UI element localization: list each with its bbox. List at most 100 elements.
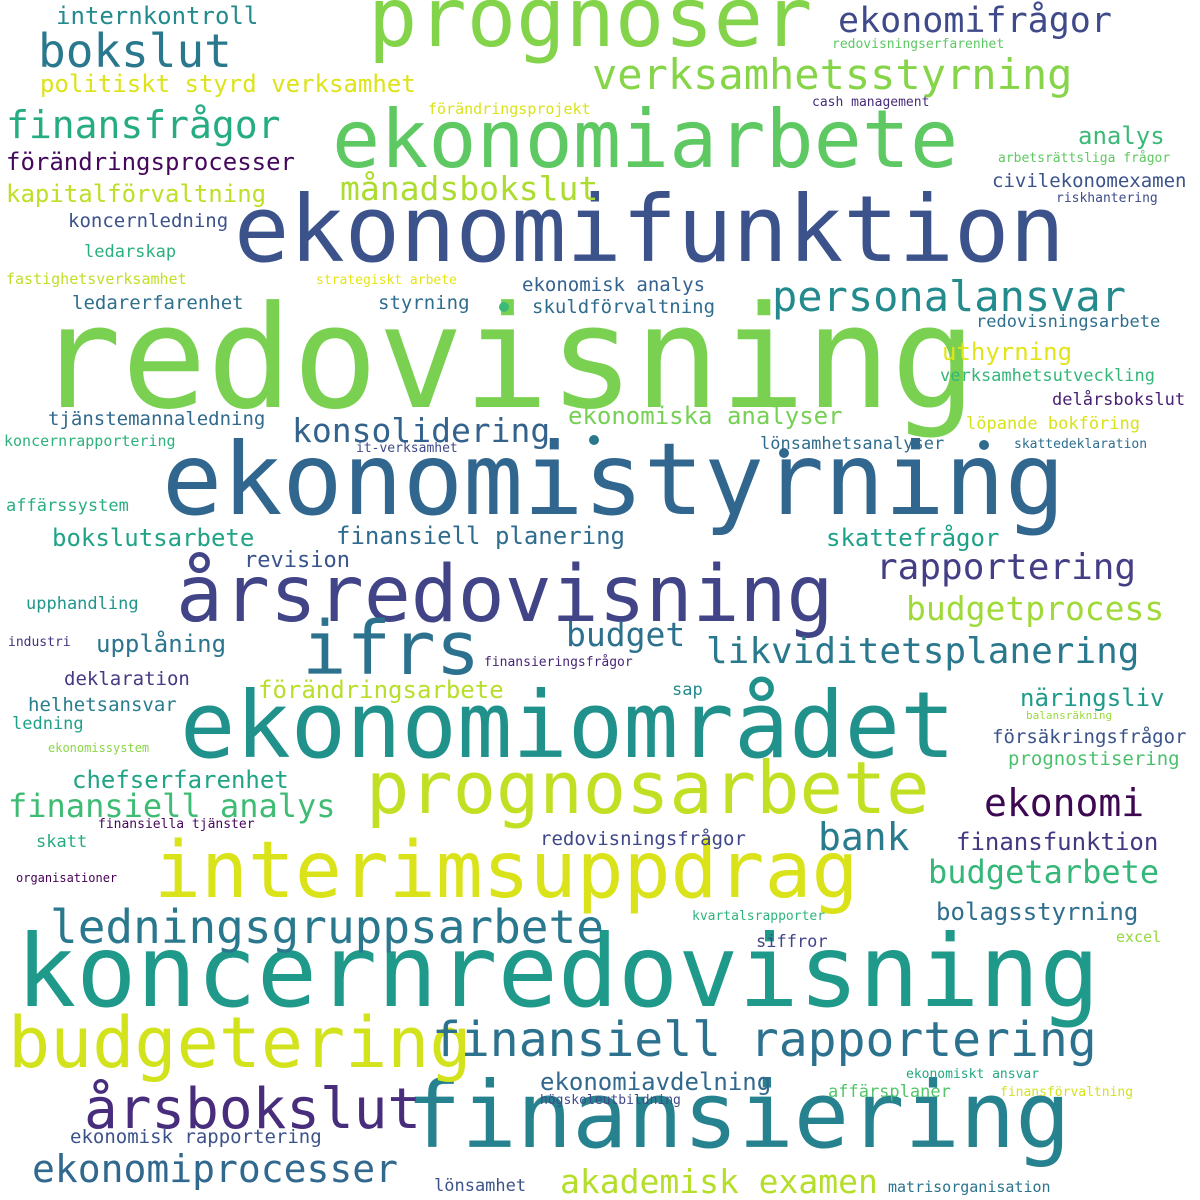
word-styrning: styrning [378, 292, 470, 314]
word-deklaration: deklaration [64, 668, 190, 690]
dot-marker [779, 448, 789, 458]
dot-marker [589, 435, 599, 445]
word-redovisningsarbete: redovisningsarbete [976, 312, 1161, 332]
word-uthyrning: uthyrning [942, 338, 1073, 366]
word-likviditetsplanering: likviditetsplanering [706, 631, 1140, 672]
word-internkontroll: internkontroll [56, 2, 259, 30]
word-analys: analys [1078, 122, 1165, 150]
word-upplaning: upplåning [96, 630, 227, 658]
word-budgetering: budgetering [8, 1002, 472, 1084]
word-budget: budget [566, 615, 686, 654]
word-ledningsgruppsarbete: ledningsgruppsarbete [50, 900, 604, 954]
word-finansiell-analys: finansiell analys [8, 787, 336, 825]
word-ekonomisk-rapportering: ekonomisk rapportering [70, 1126, 322, 1148]
word-balansrakning: balansräkning [1026, 709, 1113, 722]
word-interimsuppdrag: interimsuppdrag [154, 826, 859, 916]
word-ekonomiomradet: ekonomiområdet [180, 672, 956, 779]
word-redovisningserfarenhet: redovisningserfarenhet [832, 37, 1005, 52]
word-politiskt-styrd-verksamhet: politiskt styrd verksamhet [40, 70, 416, 98]
word-forandringsprocesser: förändringsprocesser [6, 148, 295, 176]
word-prognostisering: prognostisering [1008, 748, 1180, 770]
word-forandringsprojekt: förändringsprojekt [428, 100, 591, 118]
word-budgetarbete: budgetarbete [928, 853, 1160, 891]
word-finansiell-planering: finansiell planering [336, 522, 625, 550]
word-ifrs: ifrs [302, 606, 481, 692]
word-finansiell-rapportering: finansiell rapportering [432, 1012, 1097, 1068]
word-personalansvar: personalansvar [772, 272, 1127, 321]
word-prognosarbete: prognosarbete [366, 746, 930, 830]
word-industri: industri [8, 635, 71, 650]
word-forsakringsfragor: försäkringsfrågor [992, 726, 1187, 748]
dot-marker [979, 440, 989, 450]
word-ekonomifunktion: ekonomifunktion [234, 176, 1065, 283]
word-lonsamhet: lönsamhet [434, 1176, 527, 1196]
word-redovisningsfragor: redovisningsfrågor [540, 828, 746, 850]
word-civilekonomexamen: civilekonomexamen [992, 170, 1187, 192]
word-excel: excel [1116, 928, 1162, 946]
word-helhetsansvar: helhetsansvar [28, 694, 177, 716]
word-koncernrapportering: koncernrapportering [4, 432, 176, 450]
word-strategiskt-arbete: strategiskt arbete [316, 273, 457, 288]
word-lonsamhetsanalyser: lönsamhetsanalyser [760, 434, 945, 454]
word-ekonomifragor: ekonomifrågor [838, 1, 1112, 41]
word-finansiella-tjanster: finansiella tjänster [98, 817, 255, 832]
word-skattedeklaration: skattedeklaration [1014, 437, 1148, 452]
word-manadsbokslut: månadsbokslut [340, 169, 599, 208]
word-upphandling: upphandling [26, 594, 139, 614]
word-skatt: skatt [36, 832, 88, 852]
word-affarsplaner: affärsplaner [828, 1082, 951, 1102]
word-finansiering: finansiering [406, 1062, 1071, 1169]
word-ekonomi: ekonomi [984, 781, 1145, 825]
word-koncernledning: koncernledning [68, 210, 229, 232]
word-hogskoleutbildning: högskoleutbildning [540, 1093, 681, 1108]
word-bokslutsarbete: bokslutsarbete [52, 524, 255, 552]
word-ekonomiarbete: ekonomiarbete [332, 93, 959, 186]
word-finansieringsfragor: finansieringsfrågor [484, 655, 633, 670]
word-it-verksamhet: it-verksamhet [356, 441, 458, 456]
word-finansfunktion: finansfunktion [956, 828, 1159, 856]
word-siffror: siffror [756, 932, 828, 952]
word-ekonomisk-analys: ekonomisk analys [522, 274, 706, 296]
word-prognoser: prognoser [368, 0, 813, 66]
word-ledning: ledning [12, 714, 84, 734]
word-chefserfarenhet: chefserfarenhet [72, 766, 289, 794]
word-forandringsarbete: förändringsarbete [258, 676, 504, 704]
dot-marker [499, 302, 509, 312]
word-riskhantering: riskhantering [1056, 191, 1158, 206]
word-verksamhetsstyrning: verksamhetsstyrning [592, 50, 1073, 99]
word-matrisorganisation: matrisorganisation [888, 1178, 1051, 1196]
word-arsredovisning: årsredovisning [176, 550, 834, 640]
word-tjanstemannaledning: tjänstemannaledning [48, 408, 266, 430]
word-delarsbokslut: delårsbokslut [1052, 390, 1186, 410]
word-arsbokslut: årsbokslut [84, 1077, 422, 1142]
word-revision: revision [244, 548, 350, 573]
word-kapitalforvaltning: kapitalförvaltning [6, 180, 267, 208]
word-sap: sap [672, 680, 703, 700]
word-arbetsrattsliga-fragor: arbetsrättsliga frågor [998, 151, 1171, 166]
word-lopande-bokforing: löpande bokföring [966, 414, 1140, 434]
word-budgetprocess: budgetprocess [906, 589, 1165, 628]
word-bokslut: bokslut [38, 24, 232, 78]
word-verksamhetsutveckling: verksamhetsutveckling [940, 366, 1155, 386]
word-ekonomistyrning: ekonomistyrning [162, 421, 1066, 538]
word-ekonomissystem: ekonomissystem [48, 741, 150, 755]
word-bolagsstyrning: bolagsstyrning [936, 898, 1139, 926]
word-koncernredovisning: koncernredovisning [16, 913, 1100, 1030]
word-ekonomiprocesser: ekonomiprocesser [32, 1147, 399, 1191]
word-akademisk-examen: akademisk examen [560, 1162, 878, 1200]
word-ekonomiavdelning: ekonomiavdelning [540, 1068, 772, 1096]
word-skattefragor: skattefrågor [826, 524, 1000, 552]
word-naringsliv: näringsliv [1020, 684, 1165, 712]
word-konsolidering: konsolidering [292, 411, 551, 450]
word-ledarskap: ledarskap [84, 242, 177, 262]
word-finansforvaltning: finansförvaltning [1000, 1085, 1134, 1100]
word-ekonomiskt-ansvar: ekonomiskt ansvar [906, 1067, 1040, 1082]
word-cash-management: cash management [812, 95, 930, 110]
word-skuldforvaltning: skuldförvaltning [532, 296, 716, 318]
word-rapportering: rapportering [876, 547, 1137, 588]
word-kvartalsrapporter: kvartalsrapporter [692, 909, 826, 924]
word-bank: bank [818, 815, 910, 859]
word-finansfragor: finansfrågor [6, 103, 281, 147]
word-organisationer: organisationer [16, 871, 118, 885]
